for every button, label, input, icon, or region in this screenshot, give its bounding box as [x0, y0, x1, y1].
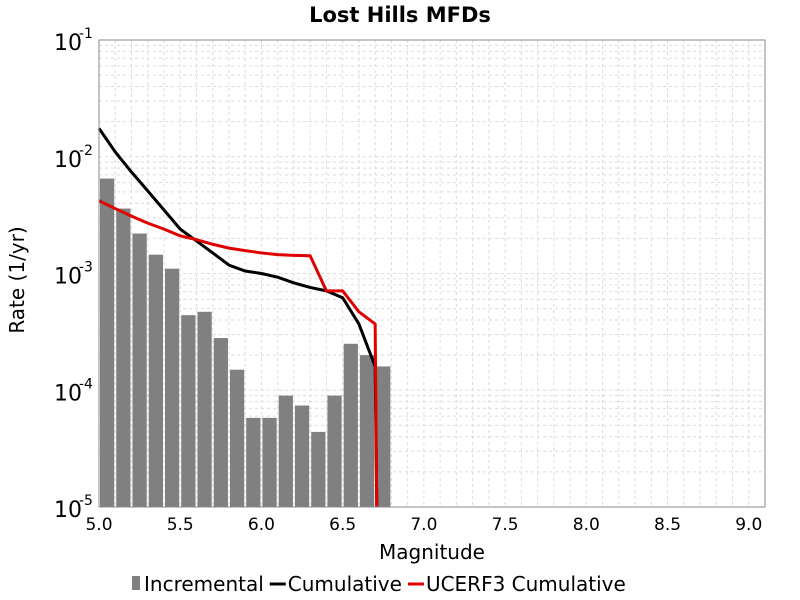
x-tick-label: 5.0 — [85, 515, 112, 535]
x-tick-label: 9.0 — [735, 515, 762, 535]
incremental-bar — [100, 178, 115, 508]
y-axis-label: Rate (1/yr) — [5, 226, 29, 333]
incremental-bar — [164, 268, 180, 507]
y-tick-exponent: -2 — [79, 143, 93, 159]
series-lines — [97, 127, 379, 508]
y-tick-exponent: -1 — [79, 26, 93, 42]
incremental-bar — [343, 343, 358, 507]
legend-swatch-incremental — [132, 576, 140, 590]
incremental-bar — [294, 405, 310, 507]
y-tick-label: 10 — [54, 381, 82, 406]
incremental-bar — [116, 208, 131, 507]
y-tick-label: 10 — [54, 265, 82, 290]
x-tick-labels: 5.0 5.5 6.0 6.5 7.0 7.5 8.0 8.5 9.0 — [85, 515, 762, 535]
y-tick-exponent: -4 — [79, 376, 93, 392]
incremental-bar — [262, 417, 277, 507]
incremental-bar — [278, 395, 293, 507]
incremental-bar — [327, 395, 342, 507]
ucerf3-cumulative-line — [98, 199, 379, 508]
x-tick-label: 8.0 — [573, 515, 600, 535]
incremental-bar — [181, 315, 196, 507]
legend-label: UCERF3 Cumulative — [426, 572, 626, 596]
chart-title: Lost Hills MFDs — [309, 3, 491, 27]
x-tick-label: 6.5 — [329, 515, 356, 535]
incremental-bar — [376, 366, 391, 507]
y-tick-labels: 10-510-410-310-210-1 — [54, 26, 93, 523]
incremental-bar — [246, 417, 261, 507]
y-tick-label: 10 — [54, 148, 82, 173]
incremental-bar — [213, 338, 228, 507]
y-tick-exponent: -3 — [79, 260, 93, 276]
x-tick-label: 6.0 — [248, 515, 275, 535]
legend: Incremental Cumulative UCERF3 Cumulative — [132, 572, 626, 596]
legend-label: Cumulative — [288, 572, 402, 596]
cumulative-line — [97, 127, 379, 508]
incremental-bar — [359, 355, 375, 507]
incremental-bar — [132, 233, 147, 507]
incremental-bar — [229, 369, 245, 507]
x-axis-label: Magnitude — [379, 540, 485, 564]
incremental-bar — [148, 254, 163, 507]
legend-label: Incremental — [144, 572, 264, 596]
incremental-bar — [197, 311, 212, 507]
x-tick-label: 7.5 — [492, 515, 519, 535]
y-tick-exponent: -5 — [79, 493, 93, 509]
y-tick-label: 10 — [54, 498, 82, 523]
incremental-bars — [100, 178, 391, 508]
plot-border — [98, 39, 766, 508]
x-tick-label: 8.5 — [654, 515, 681, 535]
x-tick-label: 5.5 — [167, 515, 194, 535]
incremental-bar — [311, 431, 326, 507]
x-tick-label: 7.0 — [410, 515, 437, 535]
y-tick-label: 10 — [54, 31, 82, 56]
